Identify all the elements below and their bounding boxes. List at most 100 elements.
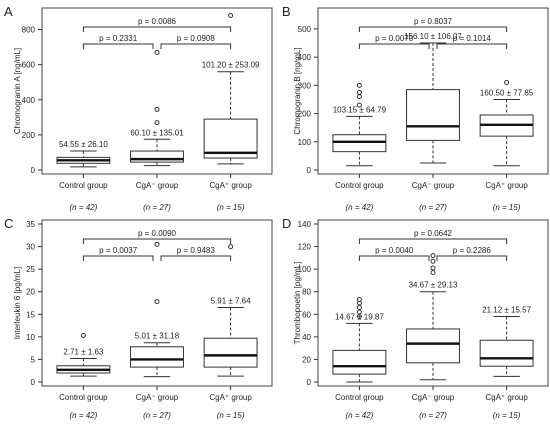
y-tick-label: 800 (22, 26, 36, 35)
y-tick-label: 40 (302, 333, 311, 342)
outlier-point (356, 309, 362, 315)
y-tick-label: 25 (26, 265, 35, 274)
y-tick-label: 10 (26, 333, 35, 342)
significance-bracket (358, 43, 430, 49)
y-tick-label: 30 (26, 243, 35, 252)
p-value-label: p = 0.2286 (453, 246, 492, 255)
x-tick-label: CgA⁻ group (136, 393, 179, 402)
y-tick-label: 100 (298, 265, 312, 274)
y-tick-label: 20 (26, 288, 35, 297)
p-value-label: p = 0.0642 (414, 229, 453, 238)
box (406, 89, 460, 141)
x-tick-label: CgA⁻ group (136, 181, 179, 190)
y-tick-label: 5 (31, 355, 36, 364)
group-size-label: (n = 15) (217, 203, 245, 212)
mean-sd-label: 60.10 ± 135.01 (130, 128, 184, 137)
group-size-label: (n = 42) (346, 203, 374, 212)
significance-bracket (436, 255, 508, 261)
x-tick-label: CgA⁺ group (485, 393, 528, 402)
outlier-point (356, 297, 362, 303)
y-axis-label: Chromogranin B [ng/mL] (293, 47, 302, 134)
x-tick-label: CgA⁻ group (412, 393, 455, 402)
p-value-label: p = 0.0090 (138, 229, 177, 238)
p-value-label: p = 0.0908 (177, 34, 216, 43)
mean-sd-label: 160.50 ± 77.85 (480, 88, 534, 97)
group-size-label: (n = 15) (493, 411, 521, 420)
y-tick-label: 200 (298, 110, 312, 119)
y-axis-label: Interleukin 6 [pg/mL] (13, 267, 22, 339)
outlier-point (154, 241, 160, 247)
outlier-point (154, 120, 160, 126)
outlier-point (504, 80, 510, 86)
p-value-label: p = 0.0037 (99, 246, 138, 255)
box (203, 337, 258, 368)
mean-sd-label: 14.67 ± 19.87 (335, 312, 384, 321)
y-tick-label: 0 (31, 166, 36, 175)
group-size-label: (n = 15) (217, 411, 245, 420)
group-size-label: (n = 15) (493, 203, 521, 212)
group-size-label: (n = 27) (419, 203, 447, 212)
mean-sd-label: 21.12 ± 15.57 (482, 306, 531, 315)
panel-b: B 0 100 200 300 400 500 Chromogranin B [ng/mL] C… (282, 4, 549, 212)
y-tick-label: 400 (22, 96, 36, 105)
outlier-point (228, 244, 234, 250)
significance-bracket (358, 255, 430, 261)
y-tick-label: 15 (26, 310, 35, 319)
panel-d: D 0 20 40 60 80 100 120 140 Thrombopoetin [pg/mL]… (282, 216, 549, 420)
mean-sd-label: 156.10 ± 106.07 (404, 32, 462, 41)
outlier-point (356, 89, 362, 95)
outlier-point (80, 333, 86, 339)
p-value-label: p = 0.0070 (375, 34, 414, 43)
significance-bracket (82, 43, 154, 49)
y-axis-label: Chromogranin A [ng/mL] (13, 48, 22, 134)
outlier-point (228, 13, 234, 19)
y-tick-label: 300 (298, 81, 312, 90)
group-size-label: (n = 42) (70, 411, 98, 420)
significance-bracket (82, 255, 154, 261)
y-tick-label: 500 (298, 25, 312, 34)
significance-bracket (82, 26, 232, 32)
y-tick-label: 60 (302, 310, 311, 319)
outlier-point (356, 102, 362, 108)
x-tick-label: Control group (335, 393, 384, 402)
significance-bracket (160, 255, 232, 261)
y-tick-label: 120 (298, 243, 312, 252)
y-tick-label: 20 (302, 355, 311, 364)
x-tick-label: CgA⁺ group (209, 393, 252, 402)
group-size-label: (n = 27) (419, 411, 447, 420)
panel-letter: C (4, 216, 13, 231)
group-size-label: (n = 27) (143, 411, 171, 420)
outlier-point (356, 305, 362, 311)
box (332, 134, 387, 153)
mean-sd-label: 103.15 ± 64.79 (333, 105, 387, 114)
p-value-label: p = 0.9483 (177, 246, 216, 255)
box (406, 328, 460, 364)
outlier-point (154, 299, 160, 305)
panel-letter: B (282, 4, 291, 19)
significance-bracket (82, 238, 232, 244)
box (479, 339, 534, 367)
mean-sd-label: 34.67 ± 29.13 (409, 281, 458, 290)
box (332, 349, 387, 375)
panel-a: A 0 200 400 600 800 Chromogranin A [ng/mL] Cont… (4, 4, 273, 212)
y-tick-label: 200 (22, 131, 36, 140)
p-value-label: p = 0.2331 (99, 34, 138, 43)
y-axis-label: Thrombopoetin [pg/mL] (293, 262, 302, 345)
significance-bracket (436, 43, 508, 49)
outlier-point (356, 94, 362, 100)
y-tick-label: 0 (307, 378, 312, 387)
outlier-point (430, 265, 436, 271)
y-tick-label: 600 (22, 61, 36, 70)
group-size-label: (n = 27) (143, 203, 171, 212)
group-size-label: (n = 42) (346, 411, 374, 420)
outlier-point (154, 106, 160, 112)
x-tick-label: CgA⁻ group (412, 181, 455, 190)
box (203, 118, 258, 159)
panel-c: C 0 5 10 15 20 25 30 35 Interleukin 6 [pg/mL] Cont… (4, 216, 273, 420)
box (130, 346, 184, 368)
x-tick-label: Control group (59, 181, 108, 190)
x-tick-label: Control group (335, 181, 384, 190)
significance-bracket (358, 238, 508, 244)
panel-letter: D (282, 216, 291, 231)
